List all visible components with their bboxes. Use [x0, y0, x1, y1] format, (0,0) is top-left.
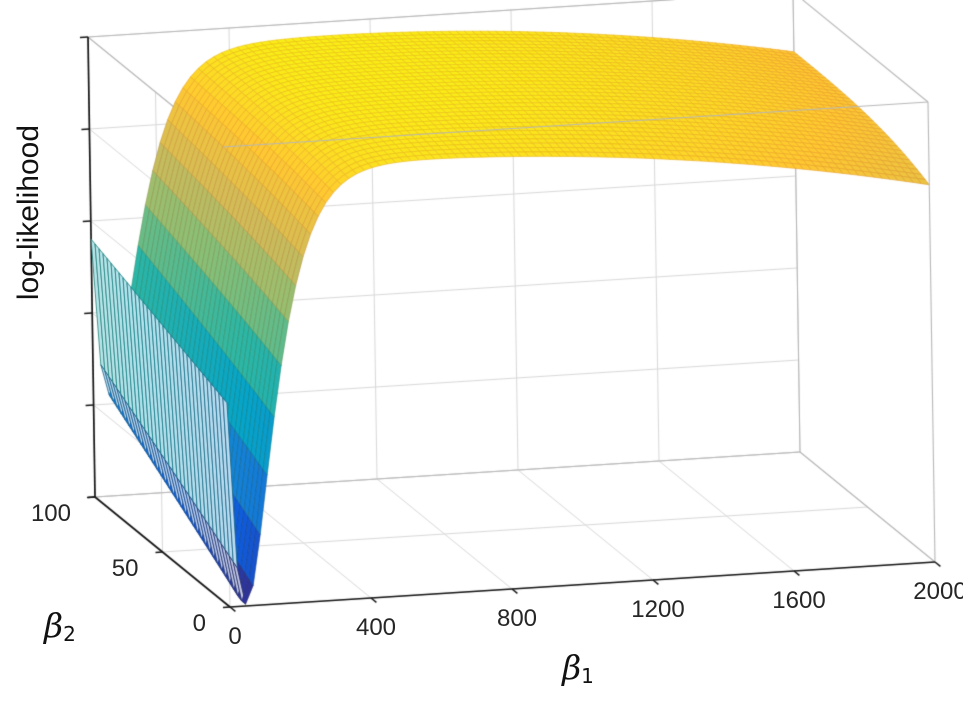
z-axis-title: log-likelihood: [12, 124, 45, 301]
y-axis-title-symbol: β: [44, 606, 64, 645]
x-axis-title-subscript: 1: [581, 664, 594, 689]
y-axis-title: β2: [44, 606, 76, 646]
x-axis-title: β1: [562, 648, 594, 688]
y-axis-title-subscript: 2: [63, 622, 76, 647]
x-axis-title-symbol: β: [562, 648, 582, 687]
